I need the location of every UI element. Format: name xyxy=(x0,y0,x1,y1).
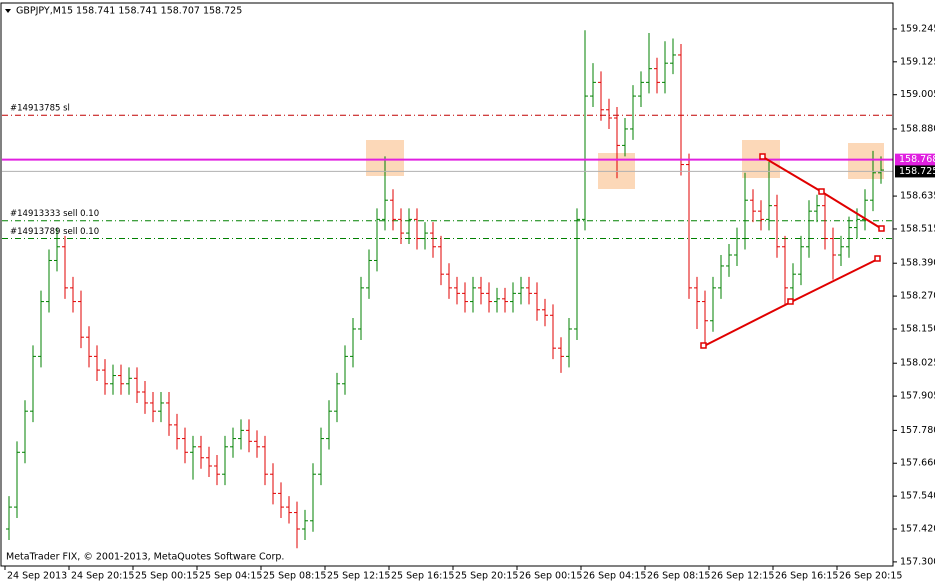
x-tick-label: 26 Sep 12:15 xyxy=(711,571,774,582)
x-tick-label: 25 Sep 20:15 xyxy=(455,571,518,582)
x-tick-label: 26 Sep 04:15 xyxy=(583,571,646,582)
x-tick-label: 26 Sep 00:15 xyxy=(519,571,582,582)
triangle-pattern xyxy=(700,153,885,349)
y-tick-label: 158.635 xyxy=(900,191,935,202)
x-tick-label: 25 Sep 08:15 xyxy=(263,571,326,582)
anchor xyxy=(759,153,766,160)
y-tick-label: 158.270 xyxy=(900,291,935,302)
x-tick-label: 25 Sep 00:15 xyxy=(135,571,198,582)
plot xyxy=(2,30,893,549)
x-tick-label: 25 Sep 16:15 xyxy=(391,571,454,582)
anchor xyxy=(700,342,707,349)
copyright: MetaTrader FIX, © 2001-2013, MetaQuotes … xyxy=(6,552,284,563)
y-tick-label: 159.005 xyxy=(900,89,935,100)
y-tick-label: 157.660 xyxy=(900,458,935,469)
y-tick-label: 158.515 xyxy=(900,223,935,234)
x-tick-label: 26 Sep 16:15 xyxy=(775,571,838,582)
y-tick-label: 158.390 xyxy=(900,258,935,269)
price-label: 158.725 xyxy=(899,166,935,177)
y-tick-label: 157.780 xyxy=(900,425,935,436)
highlight-box xyxy=(848,143,884,179)
x-tick-label: 26 Sep 08:15 xyxy=(647,571,710,582)
order-label: #14913789 sell 0.10 xyxy=(10,227,99,237)
x-tick-label: 25 Sep 04:15 xyxy=(199,571,262,582)
collapse-icon xyxy=(5,9,11,13)
anchor xyxy=(818,188,825,195)
y-tick-label: 157.420 xyxy=(900,524,935,535)
x-tick-label: 26 Sep 20:15 xyxy=(839,571,902,582)
chart-title: GBPJPY,M15 158.741 158.741 158.707 158.7… xyxy=(16,6,242,17)
y-tick-label: 157.540 xyxy=(900,491,935,502)
anchor xyxy=(787,298,794,305)
anchor xyxy=(878,225,885,232)
order-label: #14913333 sell 0.10 xyxy=(10,209,99,219)
order-label: #14913785 sl xyxy=(10,104,70,114)
y-tick-label: 158.880 xyxy=(900,123,935,134)
price-box xyxy=(895,165,935,178)
price-label: 158.768 xyxy=(899,154,935,165)
x-tick-label: 24 Sep 2013 xyxy=(7,571,67,582)
x-tick-label: 25 Sep 12:15 xyxy=(327,571,390,582)
y-tick-label: 159.245 xyxy=(900,23,935,34)
y-tick-label: 158.025 xyxy=(900,358,935,369)
x-tick-label: 24 Sep 20:15 xyxy=(71,571,134,582)
y-tick-label: 159.125 xyxy=(900,56,935,67)
anchor xyxy=(874,255,881,262)
y-tick-label: 157.905 xyxy=(900,391,935,402)
price-box xyxy=(895,153,935,166)
y-tick-label: 157.300 xyxy=(900,556,935,567)
y-tick-label: 158.150 xyxy=(900,323,935,334)
